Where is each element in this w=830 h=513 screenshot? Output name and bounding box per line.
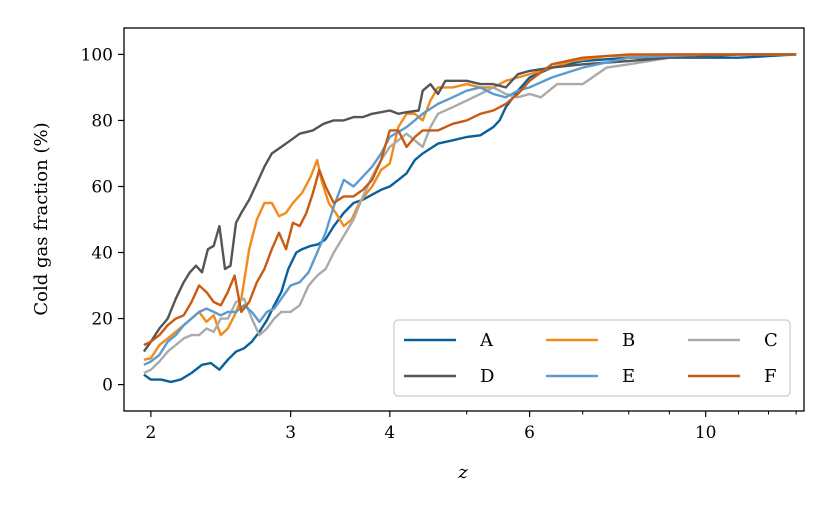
y-axis-ticks: 0 20 40 60 80 100: [81, 45, 124, 396]
series-line-d: [142, 53, 797, 353]
y-axis-label: Cold gas fraction (%): [31, 122, 52, 315]
series-line-a: [143, 53, 797, 384]
x-tick-label: 6: [524, 423, 535, 443]
series-layer: [142, 53, 797, 384]
legend-label-f: F: [764, 366, 777, 387]
x-tick-label: 4: [384, 423, 395, 443]
y-tick-label: 60: [91, 177, 113, 197]
x-axis-ticks: 2 3 4 6 10: [145, 411, 797, 443]
series-line-f: [143, 53, 797, 347]
x-tick-label: 10: [695, 423, 717, 443]
legend-label-b: B: [622, 330, 635, 351]
y-tick-label: 100: [81, 45, 113, 65]
legend: A B C D E F: [393, 319, 791, 397]
y-tick-label: 20: [91, 310, 113, 330]
legend-label-e: E: [622, 366, 635, 387]
y-tick-label: 80: [91, 111, 113, 131]
y-tick-label: 40: [91, 244, 113, 264]
series-line-e: [143, 53, 797, 366]
legend-label-d: D: [480, 366, 494, 387]
plot-frame: [123, 27, 805, 412]
x-tick-label: 3: [285, 423, 296, 443]
legend-label-a: A: [479, 330, 494, 351]
x-axis-label: z: [457, 462, 468, 483]
legend-box: [393, 319, 791, 397]
series-line-b: [143, 53, 797, 361]
x-tick-label: 2: [145, 423, 156, 443]
legend-label-c: C: [764, 330, 778, 351]
series-line-c: [143, 53, 797, 375]
y-tick-label: 0: [102, 376, 113, 396]
